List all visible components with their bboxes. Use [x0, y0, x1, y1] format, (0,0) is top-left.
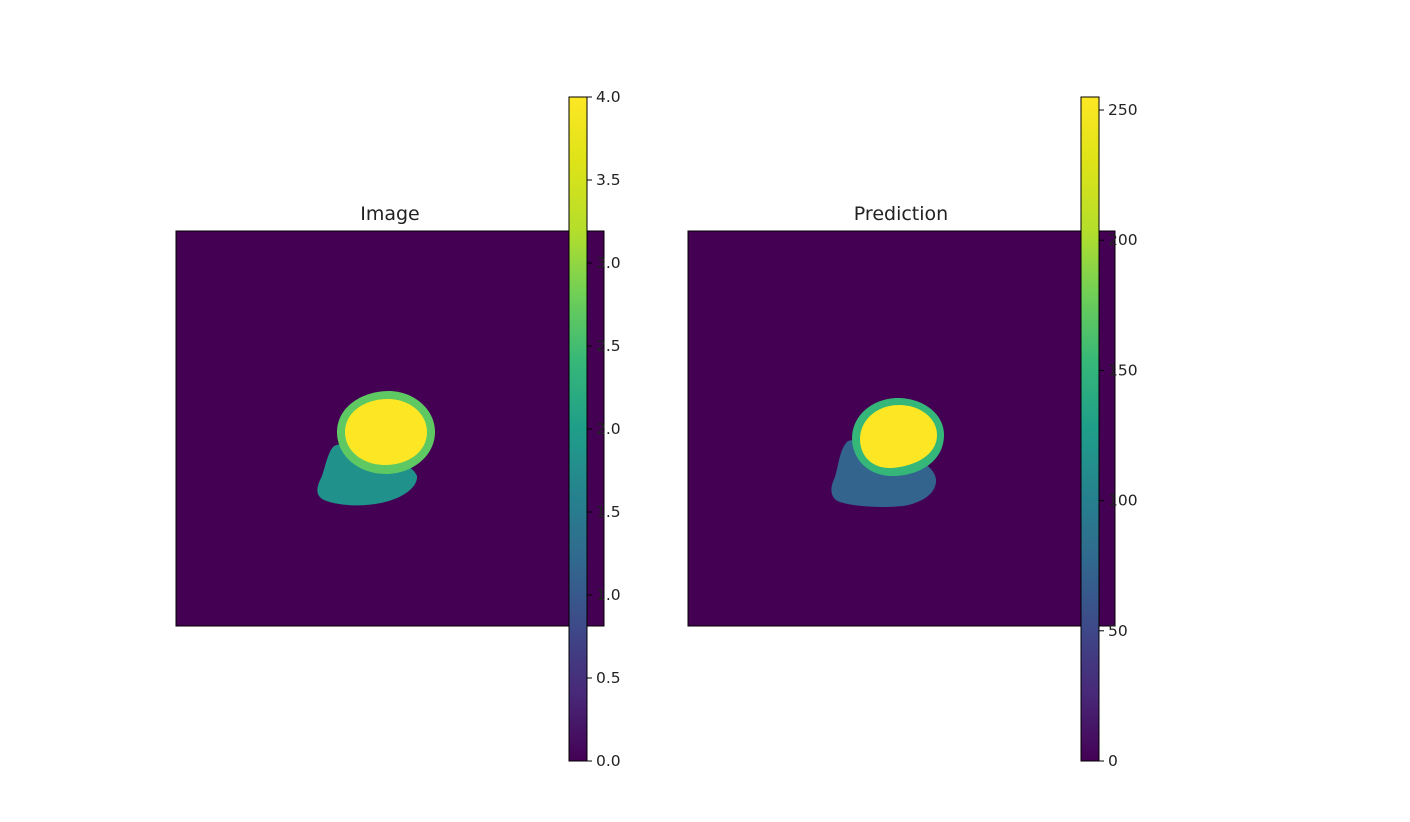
image-title: Image	[360, 203, 420, 225]
image-colorbar-tick-label: 2.5	[596, 337, 621, 355]
prediction-colorbar-tick-label: 0	[1108, 752, 1118, 770]
image-colorbar-tick-label: 3.5	[596, 171, 621, 189]
image-panel-border	[175, 230, 605, 627]
image-colorbar-tick-label: 0.0	[596, 752, 621, 770]
prediction-colorbar-tick-label: 150	[1108, 361, 1138, 379]
image-colorbar-tick-label: 3.0	[596, 254, 621, 272]
image-colorbar-tick-label: 1.5	[596, 503, 621, 521]
prediction-colorbar-tick-label: 200	[1108, 231, 1138, 249]
prediction-colorbar-gradient	[1080, 96, 1100, 762]
image-colorbar-ticks: 0.0 0.5 1.0 1.5 2.0 2.5 3.0 3.5 4.0	[587, 88, 621, 770]
prediction-colorbar-tick-label: 100	[1108, 492, 1138, 510]
image-colorbar-gradient	[568, 96, 588, 762]
image-colorbar-tick-label: 0.5	[596, 669, 621, 687]
image-colorbar-tick-label: 4.0	[596, 88, 621, 106]
prediction-colorbar-tick-label: 50	[1108, 622, 1128, 640]
prediction-colorbar-ticks: 0 50 100 150 200 250	[1099, 101, 1138, 770]
image-colorbar-tick-label: 2.0	[596, 420, 621, 438]
prediction-core-region	[860, 405, 937, 469]
image-panel: Image	[175, 203, 605, 627]
prediction-panel: Prediction	[687, 203, 1116, 627]
image-core-region	[345, 399, 427, 465]
prediction-panel-border	[687, 230, 1116, 627]
prediction-colorbar: 0 50 100 150 200 250	[1080, 96, 1138, 770]
prediction-title: Prediction	[854, 203, 948, 225]
prediction-colorbar-tick-label: 250	[1108, 101, 1138, 119]
image-colorbar-tick-label: 1.0	[596, 586, 621, 604]
image-colorbar: 0.0 0.5 1.0 1.5 2.0 2.5 3.0 3.5 4.0	[568, 88, 621, 770]
